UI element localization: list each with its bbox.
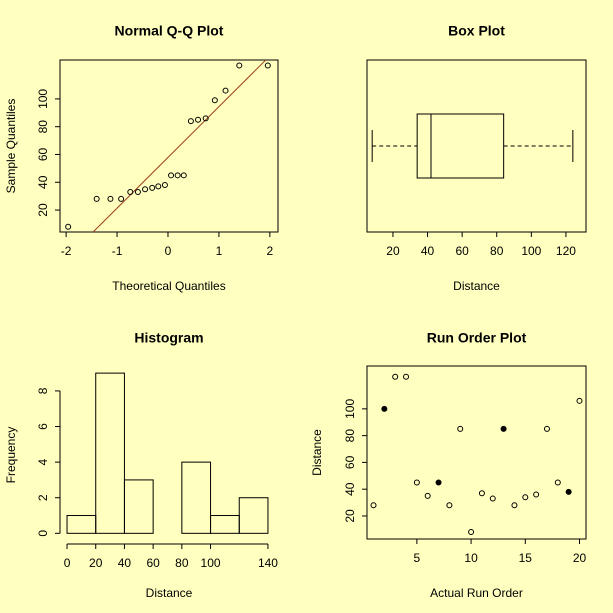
y-axis-label: Distance (310, 429, 324, 476)
y-axis-label: Frequency (4, 427, 18, 484)
x-tick-label: 60 (455, 244, 469, 258)
y-tick-label: 80 (343, 429, 357, 443)
histogram-bar (238, 497, 269, 534)
x-tick-label: 20 (386, 244, 400, 258)
box (416, 113, 505, 179)
data-point (93, 195, 100, 202)
chart-title: Box Plot (448, 23, 505, 39)
x-tick-label: 80 (175, 556, 189, 570)
y-tick-label: 6 (36, 423, 50, 430)
histogram-bar (66, 515, 97, 534)
data-point (533, 491, 540, 498)
data-point (161, 182, 168, 189)
data-point (468, 529, 475, 536)
chart-title: Histogram (134, 330, 203, 346)
data-point (187, 118, 194, 125)
x-axis-label: Theoretical Quantiles (112, 279, 225, 293)
data-point (174, 172, 181, 179)
x-axis-label: Actual Run Order (430, 586, 523, 600)
data-point (127, 188, 134, 195)
data-point (500, 425, 507, 432)
data-point (222, 87, 229, 94)
x-tick-label: 140 (258, 556, 278, 570)
y-tick-label: 2 (36, 494, 50, 501)
data-point (478, 490, 485, 497)
y-tick-label: 100 (36, 89, 50, 109)
x-tick-label: 120 (556, 244, 576, 258)
data-point (168, 172, 175, 179)
x-tick-label: -1 (112, 244, 123, 258)
x-tick-label: 100 (201, 556, 221, 570)
data-point (424, 492, 431, 499)
data-point (370, 502, 377, 509)
y-tick-label: 20 (36, 203, 50, 217)
data-point (142, 186, 149, 193)
x-tick-label: 0 (165, 244, 172, 258)
y-tick-label: 4 (36, 458, 50, 465)
data-point (107, 195, 114, 202)
data-point (180, 172, 187, 179)
data-point (576, 397, 583, 404)
reference-line (92, 59, 267, 233)
x-axis-label: Distance (146, 586, 193, 600)
y-tick-label: 60 (36, 147, 50, 161)
plot-frame (366, 365, 587, 540)
data-point (202, 115, 209, 122)
x-tick-label: 100 (521, 244, 541, 258)
chart-title: Run Order Plot (427, 330, 527, 346)
data-point (543, 425, 550, 432)
data-point (413, 479, 420, 486)
x-tick-label: -2 (61, 244, 72, 258)
x-tick-label: 40 (118, 556, 132, 570)
x-tick-label: 0 (64, 556, 71, 570)
y-tick-label: 100 (343, 399, 357, 419)
data-point (446, 502, 453, 509)
y-tick-label: 20 (343, 509, 357, 523)
data-point (403, 373, 410, 380)
data-point (435, 479, 442, 486)
x-tick-label: 20 (89, 556, 103, 570)
data-point (155, 183, 162, 190)
data-point (149, 184, 156, 191)
x-tick-label: 20 (573, 551, 587, 565)
y-axis-label: Sample Quantiles (4, 99, 18, 194)
histogram-bar (95, 372, 125, 534)
x-tick-label: 40 (421, 244, 435, 258)
data-point (554, 479, 561, 486)
data-point (65, 223, 72, 230)
x-tick-label: 15 (519, 551, 533, 565)
data-point (511, 502, 518, 509)
y-tick-label: 40 (36, 175, 50, 189)
x-tick-label: 80 (490, 244, 504, 258)
plot-frame (59, 59, 279, 233)
x-tick-label: 2 (267, 244, 274, 258)
x-tick-label: 5 (414, 551, 421, 565)
y-tick-label: 0 (36, 530, 50, 537)
data-point (392, 373, 399, 380)
data-point (489, 495, 496, 502)
y-tick-label: 8 (36, 387, 50, 394)
x-tick-label: 60 (146, 556, 160, 570)
x-tick-label: 1 (216, 244, 223, 258)
data-point (565, 488, 572, 495)
y-tick-label: 40 (343, 482, 357, 496)
y-tick-label: 80 (36, 120, 50, 134)
data-point (211, 97, 218, 104)
data-point (195, 116, 202, 123)
data-point (457, 425, 464, 432)
y-tick-label: 60 (343, 455, 357, 469)
data-point (236, 62, 243, 69)
data-point (264, 62, 271, 69)
x-axis-label: Distance (453, 279, 500, 293)
histogram-bar (123, 479, 154, 534)
histogram-bar (181, 461, 212, 534)
data-point (522, 494, 529, 501)
data-point (118, 195, 125, 202)
chart-title: Normal Q-Q Plot (115, 23, 224, 39)
data-point (134, 188, 141, 195)
histogram-bar (210, 515, 240, 534)
x-tick-label: 10 (464, 551, 478, 565)
data-point (381, 405, 388, 412)
